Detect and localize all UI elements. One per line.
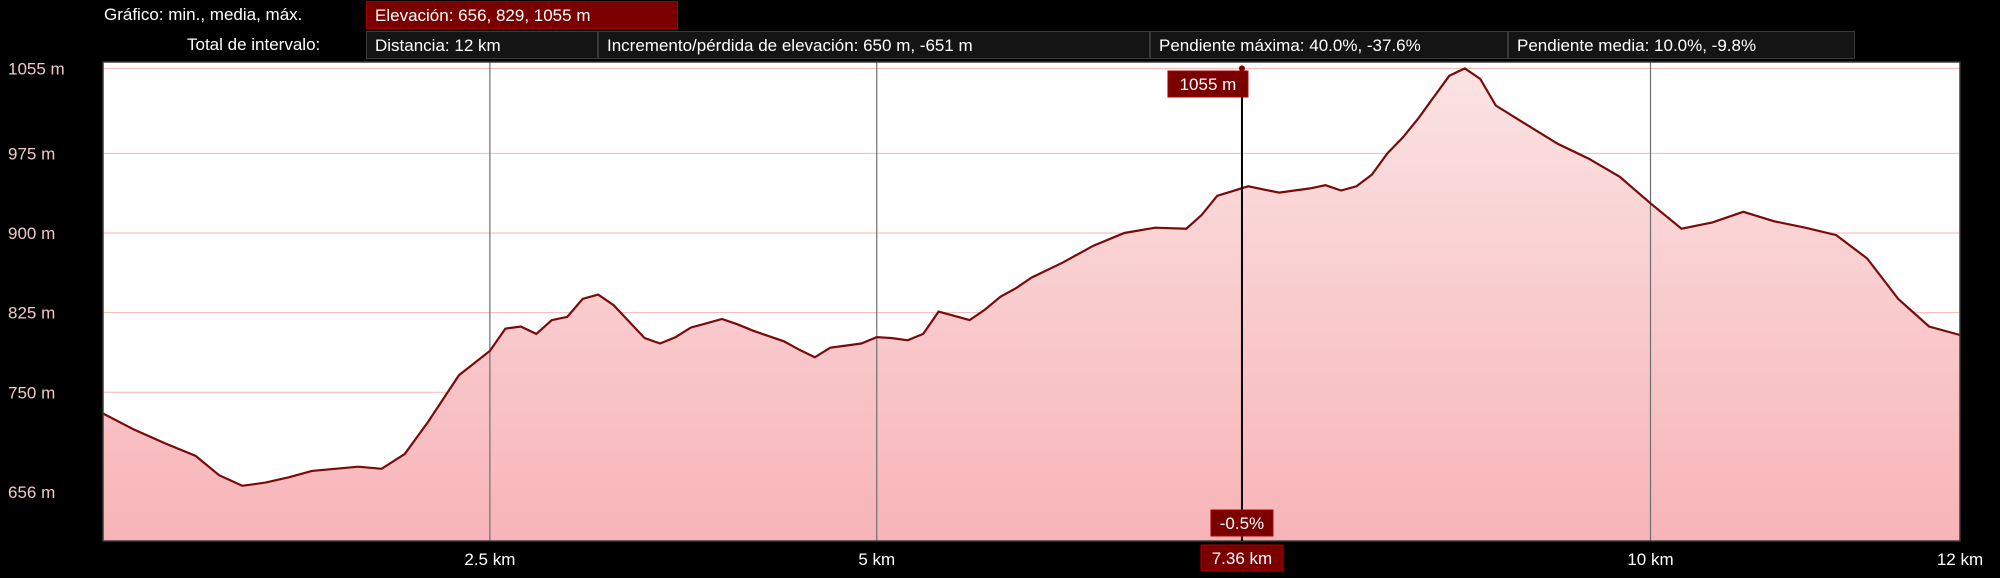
svg-text:7.36 km: 7.36 km <box>1212 549 1272 568</box>
elevation-stats: Elevación: 656, 829, 1055 m <box>366 1 678 29</box>
x-tick-label: 10 km <box>1627 550 1673 569</box>
x-tick-label: 2.5 km <box>464 550 515 569</box>
elevation-callout: 1055 m <box>1167 70 1249 98</box>
y-tick-label: 825 m <box>8 304 55 323</box>
elevation-line <box>102 67 1961 487</box>
plot-frame <box>102 61 1961 542</box>
svg-text:1055 m: 1055 m <box>1180 75 1237 94</box>
avg-slope-stat: Pendiente media: 10.0%, -9.8% <box>1508 31 1855 59</box>
y-tick-label: 975 m <box>8 144 55 163</box>
y-tick-label: 900 m <box>8 224 55 243</box>
elevation-gain-loss-stat: Incremento/pérdida de elevación: 650 m, … <box>598 31 1150 59</box>
x-tick-label: 5 km <box>858 550 895 569</box>
y-tick-label: 656 m <box>8 483 55 502</box>
cursor-point <box>1238 65 1245 72</box>
x-axis-ticks: 2.5 km 5 km 10 km 12 km <box>464 550 1983 569</box>
y-tick-label: 750 m <box>8 383 55 402</box>
slope-callout: -0.5% <box>1210 509 1274 537</box>
distance-stat: Distancia: 12 km <box>366 31 598 59</box>
vertical-gridlines <box>489 62 1652 541</box>
svg-text:-0.5%: -0.5% <box>1220 514 1264 533</box>
interval-row-label: Total de intervalo: <box>187 35 321 54</box>
y-axis-ticks: 656 m 750 m 825 m 900 m 975 m 1055 m <box>8 59 65 502</box>
max-slope-stat: Pendiente máxima: 40.0%, -37.6% <box>1150 31 1508 59</box>
stats-row-label: Gráfico: min., media, máx. <box>104 5 303 24</box>
y-tick-label: 1055 m <box>8 59 65 78</box>
distance-callout: 7.36 km <box>1200 544 1284 572</box>
x-tick-label: 12 km <box>1937 550 1983 569</box>
elevation-area <box>103 68 1960 542</box>
distance-cursor[interactable]: 1055 m -0.5% 7.36 km <box>1167 65 1284 572</box>
